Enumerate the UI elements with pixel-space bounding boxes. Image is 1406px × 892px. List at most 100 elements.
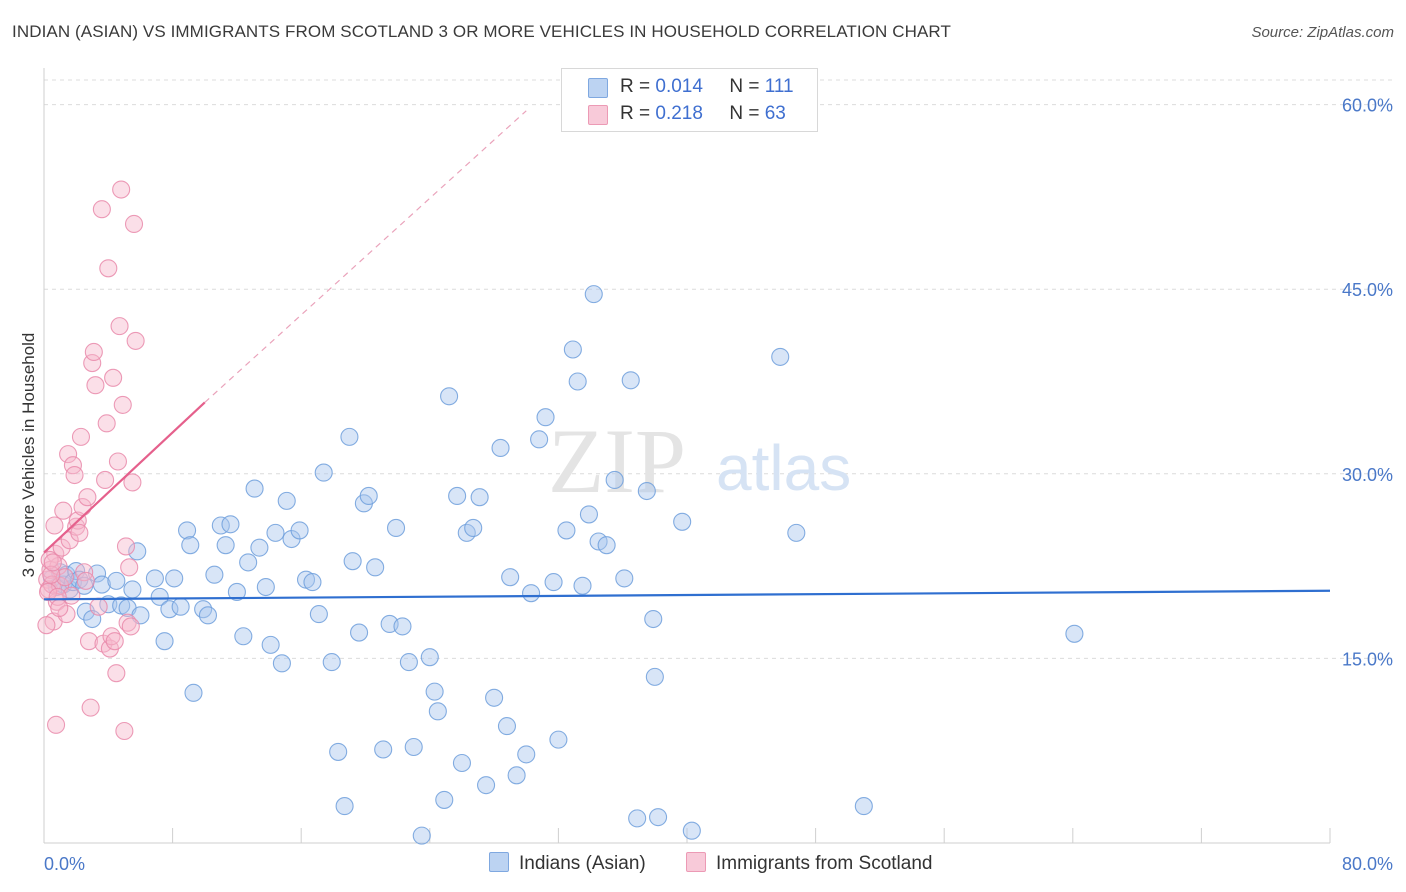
point-indians <box>615 569 634 588</box>
point-indians <box>605 470 624 490</box>
point-indians <box>557 521 576 540</box>
point-indians <box>649 808 668 827</box>
stats-legend: R = 0.014 N = 111 R = 0.218 N = 63 <box>561 68 818 132</box>
point-indians <box>584 285 603 304</box>
point-indians <box>366 558 385 577</box>
point-indians <box>198 606 218 625</box>
trend-extension-scotland <box>204 110 527 403</box>
point-indians <box>644 609 663 629</box>
gridlines <box>44 79 1392 659</box>
point-scotland <box>71 427 91 446</box>
point-indians <box>128 542 147 561</box>
point-scotland <box>70 523 89 542</box>
bottom-legend-swatch-scotland <box>686 852 706 872</box>
point-scotland <box>115 721 134 741</box>
point-scotland <box>54 501 73 520</box>
point-scotland <box>116 537 136 556</box>
point-scotland <box>123 473 142 492</box>
point-scotland <box>81 698 100 717</box>
point-scotland <box>65 465 84 485</box>
point-indians <box>477 776 496 795</box>
point-indians <box>517 745 536 764</box>
point-scotland <box>124 214 144 234</box>
source-label: Source: ZipAtlas.com <box>1251 24 1394 41</box>
point-indians <box>314 463 333 482</box>
point-indians <box>335 797 354 816</box>
point-scotland <box>126 331 145 350</box>
point-indians <box>399 653 418 672</box>
legend-n-label: N = <box>729 103 760 124</box>
point-scotland <box>108 452 127 471</box>
point-indians <box>597 536 616 555</box>
point-indians <box>343 552 362 571</box>
point-indians <box>322 653 341 672</box>
point-indians <box>1065 624 1084 643</box>
point-indians <box>420 648 439 667</box>
point-scotland <box>47 715 66 734</box>
legend-r-value-scotland: 0.218 <box>655 103 703 124</box>
point-indians <box>340 427 359 446</box>
legend-n-value-indians: 111 <box>764 76 794 97</box>
point-indians <box>216 536 235 555</box>
point-indians <box>309 605 328 624</box>
point-scotland <box>38 582 58 601</box>
tick-labels: 15.0% 30.0% 45.0% 60.0% 0.0% 80.0% <box>44 96 1393 874</box>
point-indians <box>544 573 563 592</box>
series-scotland-points <box>37 180 145 741</box>
point-indians <box>563 340 582 359</box>
point-indians <box>787 523 806 542</box>
bottom-legend-indians: Indians (Asian) <box>489 852 646 875</box>
point-scotland <box>99 259 118 278</box>
point-indians <box>579 505 598 524</box>
point-indians <box>470 488 489 507</box>
point-scotland <box>43 553 62 572</box>
point-indians <box>107 571 126 590</box>
chart-title: INDIAN (ASIAN) VS IMMIGRANTS FROM SCOTLA… <box>12 22 951 41</box>
point-indians <box>536 408 555 427</box>
y-tick-label: 60.0% <box>1342 96 1393 116</box>
point-indians <box>386 518 406 538</box>
point-indians <box>393 617 412 636</box>
point-indians <box>194 600 213 619</box>
y-tick-label: 15.0% <box>1342 649 1393 669</box>
y-tick-label: 45.0% <box>1342 280 1393 300</box>
point-indians <box>645 667 664 686</box>
point-indians <box>256 577 275 597</box>
trend-lines <box>43 110 1331 601</box>
point-indians <box>227 582 246 601</box>
point-indians <box>440 387 459 406</box>
point-scotland <box>57 605 76 624</box>
point-indians <box>549 730 568 749</box>
point-scotland <box>96 470 115 490</box>
point-indians <box>87 564 107 583</box>
point-indians <box>452 753 472 773</box>
point-indians <box>261 635 280 654</box>
legend-r-value-indians: 0.014 <box>655 76 703 97</box>
watermark: ZIP atlas <box>548 410 851 512</box>
point-scotland <box>45 516 64 535</box>
axes <box>43 68 1331 844</box>
point-indians <box>522 584 541 603</box>
point-indians <box>464 518 483 538</box>
bottom-legend-label-scotland: Immigrants from Scotland <box>716 853 933 874</box>
point-indians <box>428 702 447 721</box>
legend-n-value-scotland: 63 <box>764 103 786 124</box>
point-scotland <box>97 414 116 433</box>
point-indians <box>145 569 164 588</box>
point-indians <box>673 512 692 531</box>
point-indians <box>854 797 873 816</box>
point-scotland <box>104 368 123 387</box>
point-indians <box>181 536 200 555</box>
trend-line-indians <box>43 589 1331 601</box>
point-indians <box>184 683 203 702</box>
bottom-legend-label-indians: Indians (Asian) <box>519 853 646 874</box>
point-indians <box>266 523 285 542</box>
point-indians <box>628 809 647 828</box>
point-scotland <box>76 571 95 590</box>
point-scotland <box>84 342 103 362</box>
point-indians <box>329 742 348 761</box>
point-indians <box>771 347 790 366</box>
legend-r-label: R = <box>620 103 651 124</box>
x-tick-label-min: 0.0% <box>44 854 85 874</box>
